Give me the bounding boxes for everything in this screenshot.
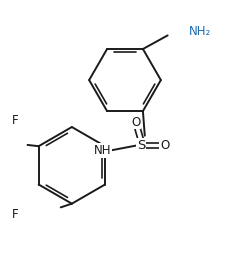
Text: NH: NH — [94, 144, 112, 157]
Text: F: F — [12, 114, 18, 127]
Text: F: F — [12, 208, 18, 221]
Text: NH₂: NH₂ — [189, 25, 212, 38]
Text: S: S — [137, 139, 145, 152]
Text: O: O — [132, 116, 141, 128]
Text: O: O — [160, 139, 169, 152]
